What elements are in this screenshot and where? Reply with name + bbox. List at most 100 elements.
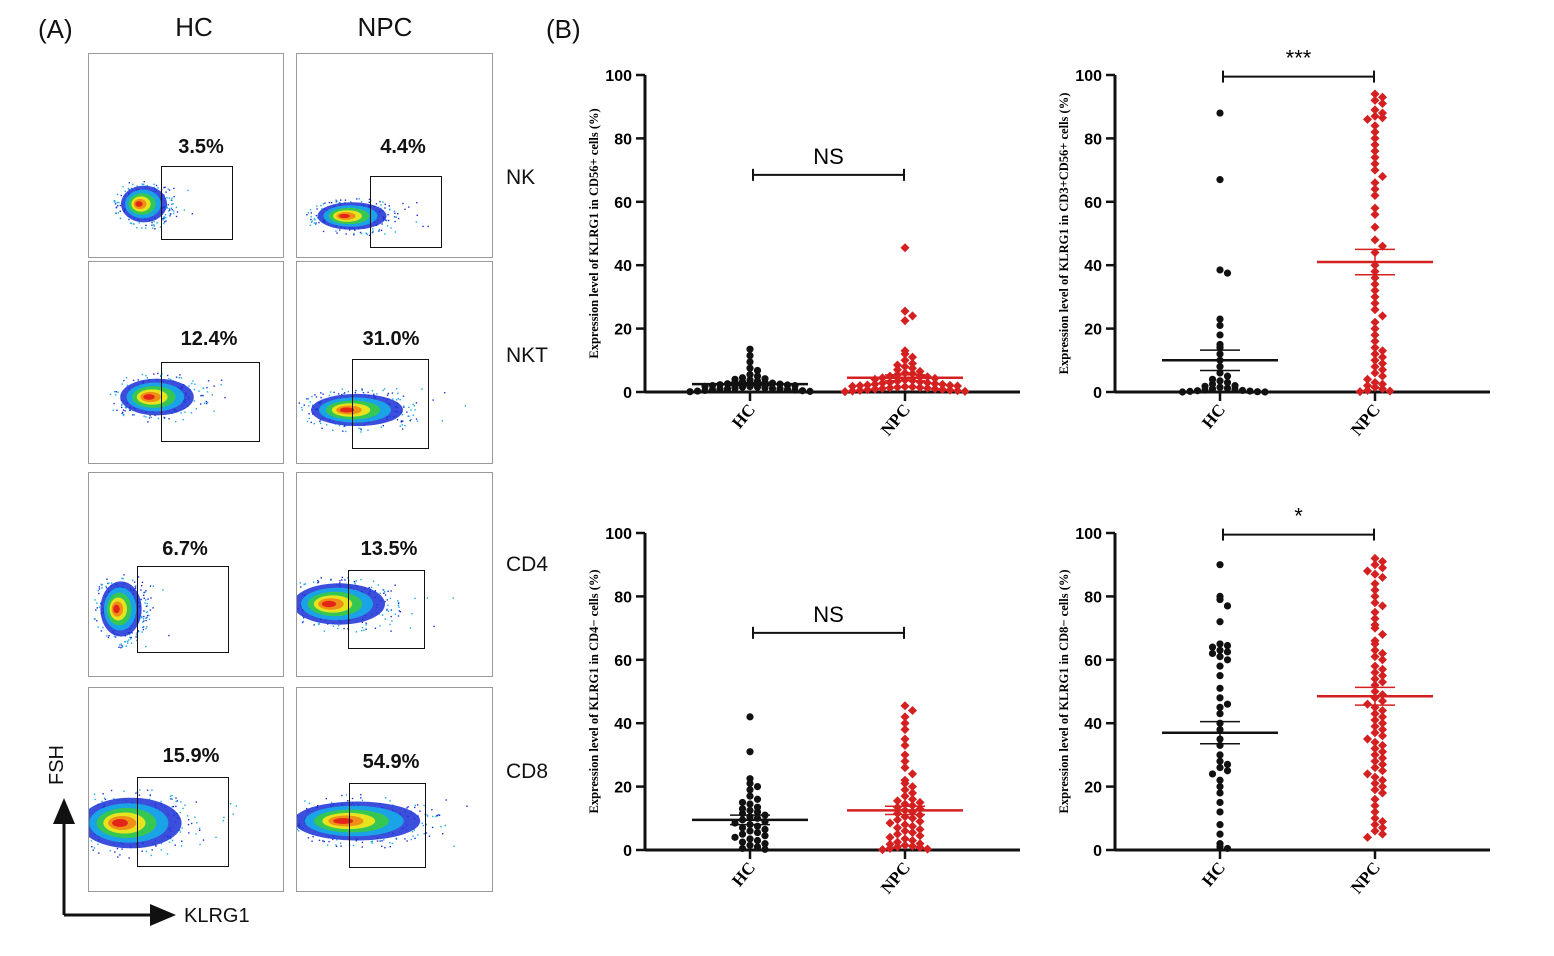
gate-percentage: 13.5% <box>360 538 418 560</box>
data-point-hc <box>746 806 754 814</box>
data-point-hc <box>746 364 754 372</box>
y-tick-label: 60 <box>1084 195 1102 212</box>
data-point-npc <box>1377 747 1388 757</box>
data-point-npc <box>1370 178 1380 188</box>
data-point-npc <box>945 385 955 395</box>
data-point-hc <box>1223 378 1232 387</box>
y-tick-label: 100 <box>1075 526 1102 543</box>
data-point-hc <box>1253 388 1262 396</box>
flow-plot-cd4-hc: 6.7% <box>88 472 284 677</box>
data-point-npc <box>900 791 910 801</box>
data-point-hc <box>753 828 762 837</box>
y-tick-label: 40 <box>1084 258 1102 275</box>
flow-plot-nkt-npc: 31.0% <box>296 261 493 464</box>
density-cloud <box>113 180 194 230</box>
data-point-npc <box>1370 750 1380 760</box>
gate-percentage: 4.4% <box>380 136 426 158</box>
flow-plot-cd8-npc: 54.9% <box>296 687 493 892</box>
significance-label: *** <box>1286 46 1312 71</box>
data-point-npc <box>915 831 925 841</box>
data-point-hc <box>1216 798 1224 807</box>
data-point-npc <box>900 349 910 359</box>
data-point-hc <box>1223 372 1232 380</box>
data-point-npc <box>1370 121 1380 131</box>
panel-a-label: (A) <box>38 14 73 44</box>
y-tick-label: 20 <box>614 780 632 797</box>
gate-percentage: 31.0% <box>362 328 420 350</box>
data-point-hc <box>1223 269 1232 277</box>
data-point-hc <box>768 384 777 393</box>
data-point-hc <box>1231 385 1239 394</box>
scatter-plot-cd56: Expression level of KLRG1 in CD56+ cells… <box>587 68 1020 439</box>
y-tick-label: 0 <box>623 843 632 860</box>
data-point-hc <box>1238 386 1247 395</box>
data-point-hc <box>746 786 754 794</box>
y-tick-label: 40 <box>614 716 632 733</box>
data-point-npc <box>892 842 903 852</box>
data-point-npc <box>1370 95 1380 105</box>
gate-rectangle <box>161 362 260 442</box>
data-point-hc <box>746 358 754 366</box>
data-point-npc <box>1377 671 1388 681</box>
data-point-npc <box>900 778 910 788</box>
y-axis-label: Expression level of KLRG1 in CD3+CD56+ c… <box>1057 93 1071 375</box>
data-point-npc <box>1362 734 1373 744</box>
data-point-npc <box>1377 241 1388 251</box>
data-point-hc <box>753 836 762 845</box>
data-point-hc <box>1216 757 1224 765</box>
data-point-npc <box>892 360 903 370</box>
data-point-hc <box>1201 386 1209 394</box>
scatter-plot-cd4: Expression level of KLRG1 in CD4− cells … <box>587 526 1020 897</box>
data-point-npc <box>900 840 910 850</box>
gate-rectangle <box>137 566 229 653</box>
data-point-npc <box>922 844 933 854</box>
data-point-npc <box>847 386 858 396</box>
data-point-npc <box>1370 203 1380 213</box>
data-point-npc <box>1370 159 1380 169</box>
data-point-npc <box>900 820 910 830</box>
data-point-npc <box>1377 352 1388 362</box>
gate-percentage: 54.9% <box>362 751 420 773</box>
data-point-npc <box>1377 816 1388 826</box>
data-point-hc <box>1216 331 1224 339</box>
data-point-hc <box>746 841 754 849</box>
data-point-npc <box>1377 563 1388 573</box>
data-point-npc <box>945 380 955 390</box>
data-point-npc <box>1377 311 1388 321</box>
significance-label: NS <box>813 602 844 627</box>
y-axis-label-fsh: FSH <box>46 745 68 785</box>
data-point-npc <box>1370 585 1380 595</box>
x-category-label: NPC <box>1347 858 1384 897</box>
axes-arrows <box>53 798 176 926</box>
data-point-npc <box>1370 209 1380 220</box>
data-point-npc <box>1362 385 1373 395</box>
data-point-npc <box>892 823 903 833</box>
y-tick-label: 80 <box>614 131 632 148</box>
data-point-npc <box>1377 648 1388 658</box>
data-point-hc <box>746 792 754 800</box>
data-point-npc <box>900 382 910 392</box>
data-point-npc <box>930 379 940 389</box>
data-point-npc <box>892 837 903 847</box>
data-point-hc <box>1216 595 1224 604</box>
data-point-npc <box>1377 766 1388 776</box>
x-category-label: NPC <box>1347 400 1384 439</box>
data-point-hc <box>738 824 747 832</box>
data-point-npc <box>1370 737 1380 747</box>
data-point-npc <box>1370 569 1380 579</box>
data-point-hc <box>1223 844 1232 853</box>
data-point-npc <box>1377 731 1388 741</box>
data-point-npc <box>1370 165 1380 175</box>
data-point-hc <box>1223 760 1232 769</box>
data-point-hc <box>716 385 724 393</box>
data-point-npc <box>1377 775 1388 785</box>
data-point-hc <box>1216 321 1224 330</box>
data-point-hc <box>1208 643 1217 651</box>
data-point-hc <box>1223 384 1232 392</box>
data-point-hc <box>753 808 762 816</box>
data-point-hc <box>1216 694 1224 702</box>
gate-rectangle <box>348 570 425 649</box>
data-point-npc <box>1377 664 1388 674</box>
row-label-nk: NK <box>506 166 536 189</box>
data-point-hc <box>783 385 792 394</box>
